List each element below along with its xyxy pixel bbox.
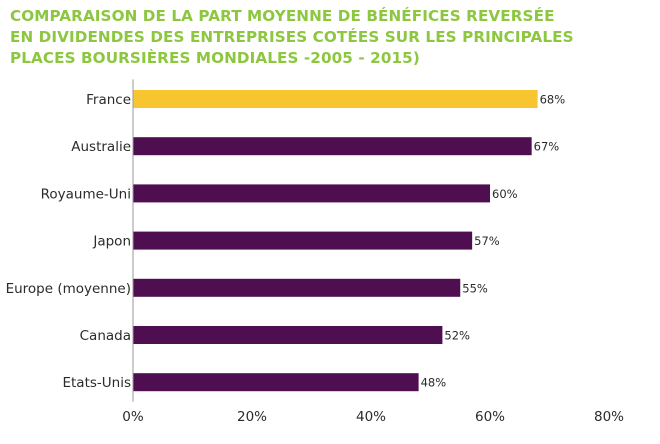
bar-europe-moyenne bbox=[133, 278, 461, 297]
category-label: France bbox=[86, 92, 131, 108]
bar-australie bbox=[133, 137, 532, 156]
chart-title-line: EN DIVIDENDES DES ENTREPRISES COTÉES SUR… bbox=[10, 28, 574, 46]
x-tick-label: 20% bbox=[237, 409, 267, 425]
value-label: 60% bbox=[492, 187, 518, 201]
x-tick-label: 0% bbox=[122, 409, 144, 425]
category-label: Japon bbox=[92, 234, 131, 250]
value-label: 55% bbox=[462, 281, 488, 295]
category-label: Canada bbox=[80, 328, 131, 344]
labels-layer: France 68% Australie 67% Royaume-Uni 60% Japon… bbox=[6, 92, 566, 391]
category-label: Australie bbox=[71, 139, 131, 155]
value-label: 48% bbox=[421, 376, 447, 390]
bar-canada bbox=[133, 326, 443, 344]
bar-royaume-uni bbox=[133, 184, 490, 203]
value-label: 67% bbox=[534, 140, 560, 154]
x-axis-ticks: 0% 20% 40% 60% 80% bbox=[122, 409, 624, 425]
category-label: Etats-Unis bbox=[62, 375, 131, 391]
chart-title-line: PLACES BOURSIÈRES MONDIALES -2005 - 2015… bbox=[10, 49, 420, 67]
bar-france bbox=[133, 90, 538, 108]
chart-title-line: COMPARAISON DE LA PART MOYENNE DE BÉNÉFI… bbox=[10, 7, 555, 25]
category-label: Europe (moyenne) bbox=[6, 281, 131, 297]
chart-title: COMPARAISON DE LA PART MOYENNE DE BÉNÉFI… bbox=[10, 6, 650, 69]
category-label: Royaume-Uni bbox=[41, 186, 131, 202]
value-label: 52% bbox=[444, 329, 470, 343]
x-tick-label: 60% bbox=[475, 409, 505, 425]
bars-layer bbox=[133, 90, 538, 392]
x-tick-label: 40% bbox=[356, 409, 386, 425]
bar-etats-unis bbox=[133, 373, 419, 392]
value-label: 68% bbox=[540, 93, 566, 107]
x-tick-label: 80% bbox=[594, 409, 624, 425]
value-label: 57% bbox=[474, 234, 500, 248]
bar-japon bbox=[133, 231, 473, 250]
